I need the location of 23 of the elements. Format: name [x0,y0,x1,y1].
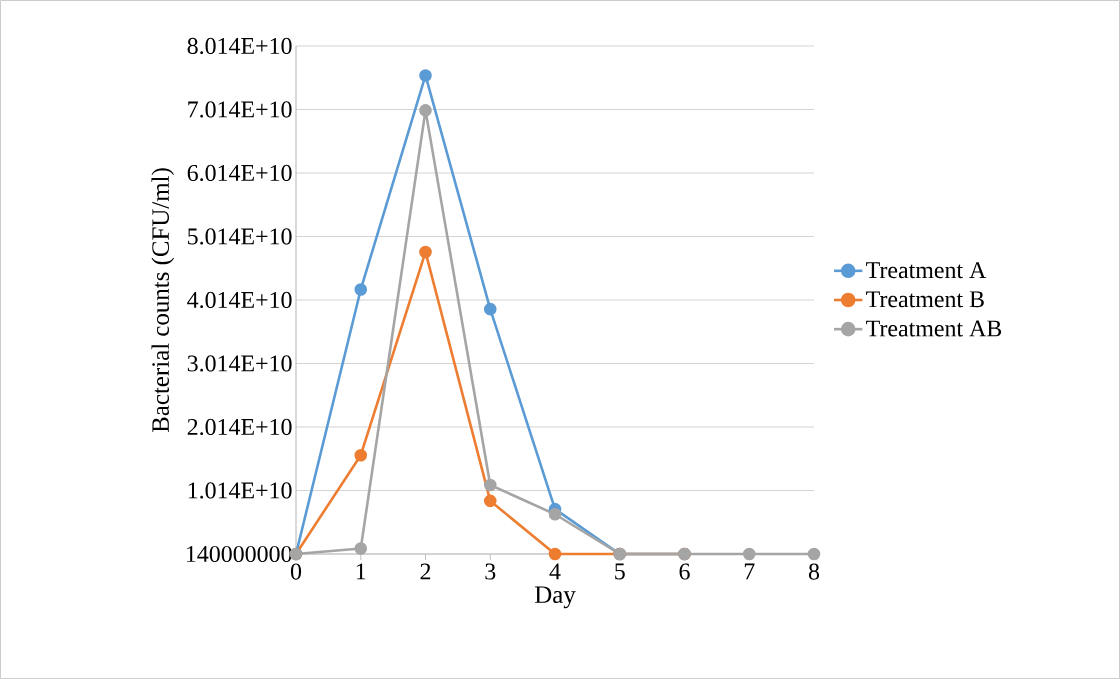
y-tick-label: 6.014E+10 [187,164,292,182]
y-tick-label: 7.014E+10 [188,101,292,118]
x-tick-label: 6 [679,563,690,580]
y-tick-label: 2.014E+10 [187,418,292,436]
x-tick-label: 0 [290,563,302,580]
x-axis-title: Day [534,586,576,609]
y-tick-label: 4.014E+10 [187,291,292,309]
x-tick-label: 5 [615,563,625,580]
x-tick-label: 3 [485,563,496,580]
legend-label: Treatment B [866,291,984,308]
x-tick-label: 8 [808,563,820,580]
x-tick-label: 7 [744,563,755,580]
y-axis-title: Bacterial counts (CFU/ml) [151,168,175,433]
y-tick-label: 140000000 [186,545,292,563]
x-tick-label: 1 [356,563,366,580]
legend-label: Treatment A [866,262,987,279]
x-tick-label: 4 [549,563,561,580]
y-tick-label: 8.014E+10 [187,37,292,55]
y-tick-label: 5.014E+10 [188,228,292,245]
x-tick-label: 2 [420,563,431,580]
y-tick-label: 3.014E+10 [187,355,292,372]
y-tick-label: 1.014E+10 [188,482,292,499]
legend-label: Treatment AB [866,320,1002,337]
